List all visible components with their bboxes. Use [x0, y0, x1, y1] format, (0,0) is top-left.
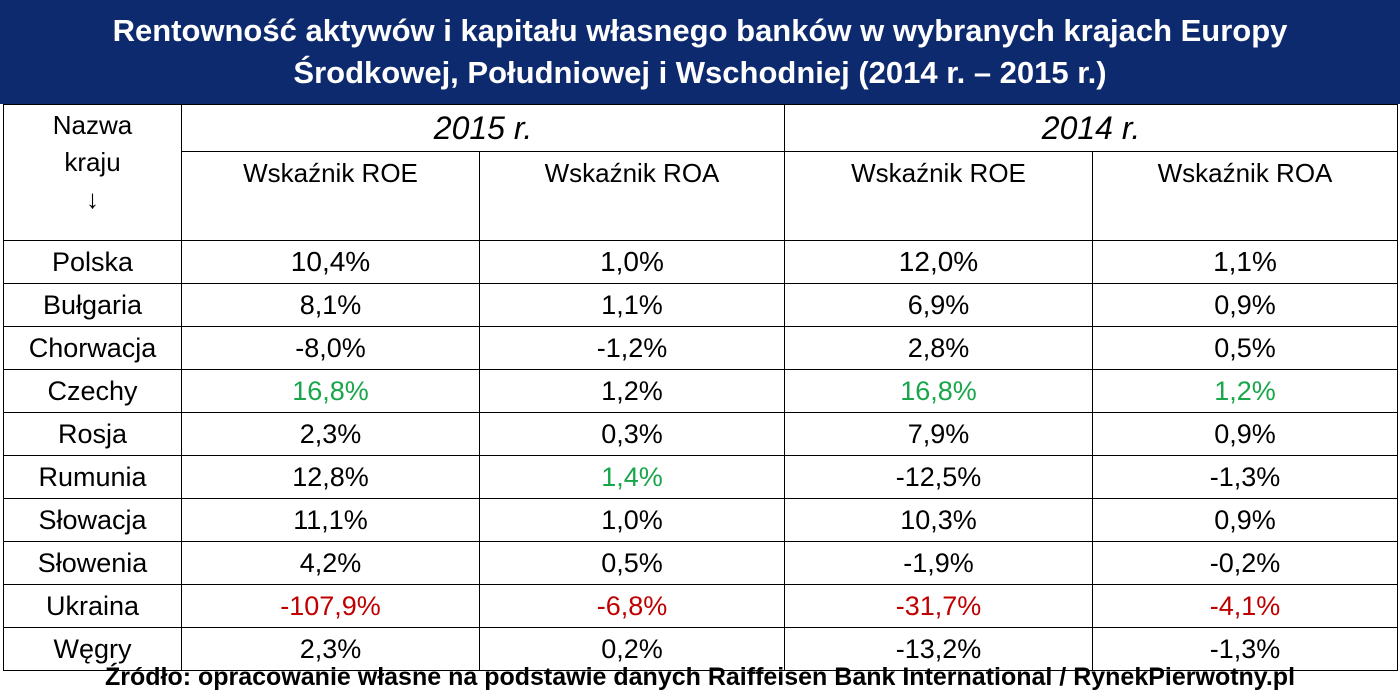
roe-2015-cell: 11,1%	[181, 498, 480, 542]
roe-2015-cell: 4,2%	[181, 541, 480, 585]
roe-2014-cell: -13,2%	[784, 627, 1093, 671]
title-line-1: Rentowność aktywów i kapitału własnego b…	[112, 13, 1288, 48]
country-cell: Węgry	[3, 627, 182, 671]
roe-2014-cell: -12,5%	[784, 455, 1093, 499]
roa-2015-cell: 1,1%	[479, 283, 785, 327]
roa-2015-cell: 0,2%	[479, 627, 785, 671]
roa-2014-cell: -1,3%	[1092, 455, 1398, 499]
table-row: Polska 10,4% 1,0% 12,0% 1,1%	[3, 240, 1398, 284]
roa-2015-header: Wskaźnik ROA	[479, 151, 785, 241]
roe-2014-cell: -1,9%	[784, 541, 1093, 585]
roe-2014-cell: 6,9%	[784, 283, 1093, 327]
roe-2015-cell: -107,9%	[181, 584, 480, 628]
roa-2015-cell: -1,2%	[479, 326, 785, 370]
roa-2014-cell: -4,1%	[1092, 584, 1398, 628]
table-title: Rentowność aktywów i kapitału własnego b…	[0, 0, 1400, 104]
down-arrow-icon: ↓	[86, 184, 99, 214]
country-column-header: Nazwa kraju ↓	[3, 104, 182, 241]
table-row: Rosja 2,3% 0,3% 7,9% 0,9%	[3, 412, 1398, 456]
roe-2014-cell: -31,7%	[784, 584, 1093, 628]
roa-2014-cell: 1,1%	[1092, 240, 1398, 284]
title-line-2: Środkowej, Południowej i Wschodniej (201…	[293, 55, 1107, 90]
table-row: Słowenia 4,2% 0,5% -1,9% -0,2%	[3, 541, 1398, 585]
roe-2014-cell: 7,9%	[784, 412, 1093, 456]
country-cell: Bułgaria	[3, 283, 182, 327]
roa-2015-cell: 0,5%	[479, 541, 785, 585]
table-row: Słowacja 11,1% 1,0% 10,3% 0,9%	[3, 498, 1398, 542]
roa-2015-cell: 0,3%	[479, 412, 785, 456]
country-cell: Rumunia	[3, 455, 182, 499]
table-row: Węgry 2,3% 0,2% -13,2% -1,3%	[3, 627, 1398, 671]
roa-2014-cell: -1,3%	[1092, 627, 1398, 671]
table-row: Ukraina -107,9% -6,8% -31,7% -4,1%	[3, 584, 1398, 628]
roe-2015-cell: 2,3%	[181, 627, 480, 671]
roe-2014-cell: 12,0%	[784, 240, 1093, 284]
table-row: Bułgaria 8,1% 1,1% 6,9% 0,9%	[3, 283, 1398, 327]
table-row: Czechy 16,8% 1,2% 16,8% 1,2%	[3, 369, 1398, 413]
roa-2014-cell: 0,9%	[1092, 283, 1398, 327]
table-row: Rumunia 12,8% 1,4% -12,5% -1,3%	[3, 455, 1398, 499]
roa-2015-cell: 1,4%	[479, 455, 785, 499]
roa-2014-cell: -0,2%	[1092, 541, 1398, 585]
country-cell: Rosja	[3, 412, 182, 456]
roe-2015-cell: 16,8%	[181, 369, 480, 413]
roe-2015-cell: -8,0%	[181, 326, 480, 370]
roa-2014-header: Wskaźnik ROA	[1092, 151, 1398, 241]
roe-2014-header: Wskaźnik ROE	[784, 151, 1093, 241]
roa-2014-cell: 1,2%	[1092, 369, 1398, 413]
table-row: Chorwacja -8,0% -1,2% 2,8% 0,5%	[3, 326, 1398, 370]
source-note: Źródło: opracowanie własne na podstawie …	[104, 663, 1296, 691]
roe-2015-cell: 8,1%	[181, 283, 480, 327]
roe-2015-cell: 2,3%	[181, 412, 480, 456]
roe-2015-header: Wskaźnik ROE	[181, 151, 480, 241]
roe-2015-cell: 12,8%	[181, 455, 480, 499]
data-table: Nazwa kraju ↓ 2015 r. 2014 r. Wskaźnik R…	[3, 104, 1398, 671]
roe-2014-cell: 2,8%	[784, 326, 1093, 370]
roa-2015-cell: 1,0%	[479, 240, 785, 284]
country-header-line-1: Nazwa	[52, 110, 133, 140]
roa-2015-cell: 1,2%	[479, 369, 785, 413]
roa-2014-cell: 0,5%	[1092, 326, 1398, 370]
roa-2015-cell: 1,0%	[479, 498, 785, 542]
country-cell: Ukraina	[3, 584, 182, 628]
country-header-line-2: kraju	[64, 147, 121, 177]
roa-2014-cell: 0,9%	[1092, 412, 1398, 456]
country-cell: Chorwacja	[3, 326, 182, 370]
country-cell: Słowenia	[3, 541, 182, 585]
roa-2014-cell: 0,9%	[1092, 498, 1398, 542]
roa-2015-cell: -6,8%	[479, 584, 785, 628]
year-2015-header: 2015 r.	[181, 104, 785, 152]
roe-2014-cell: 10,3%	[784, 498, 1093, 542]
country-cell: Polska	[3, 240, 182, 284]
year-2014-header: 2014 r.	[784, 104, 1398, 152]
country-cell: Słowacja	[3, 498, 182, 542]
country-cell: Czechy	[3, 369, 182, 413]
table-body: Polska 10,4% 1,0% 12,0% 1,1% Bułgaria 8,1% 1,1%…	[3, 240, 1398, 671]
roe-2014-cell: 16,8%	[784, 369, 1093, 413]
roe-2015-cell: 10,4%	[181, 240, 480, 284]
